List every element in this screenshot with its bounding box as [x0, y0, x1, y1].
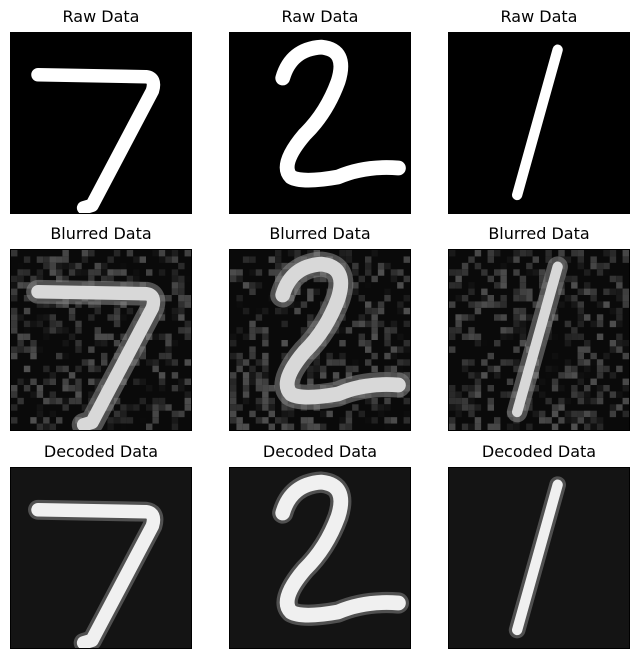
digit-stroke-1	[511, 479, 563, 636]
panel-raw-2: Raw Data	[229, 5, 411, 214]
digit-image-blurred-7	[10, 249, 192, 431]
panel-decoded-7: Decoded Data	[10, 440, 192, 649]
panel-blurred-2: Blurred Data	[229, 222, 411, 431]
digit-stroke-2	[275, 256, 406, 405]
panel-raw-7: Raw Data	[10, 5, 192, 214]
digit-stroke-2	[275, 474, 406, 623]
panel-title: Raw Data	[62, 7, 140, 26]
panel-blurred-1: Blurred Data	[448, 222, 630, 431]
digit-image-decoded-7	[10, 467, 192, 649]
digit-image-blurred-1	[448, 249, 630, 431]
panel-title: Raw Data	[500, 7, 578, 26]
digit-image-raw-7	[10, 32, 192, 214]
panel-title: Blurred Data	[50, 224, 152, 243]
digit-image-raw-2	[229, 32, 411, 214]
panel-title: Blurred Data	[269, 224, 371, 243]
panel-title: Decoded Data	[262, 442, 378, 461]
panel-decoded-1: Decoded Data	[448, 440, 630, 649]
digit-stroke-1	[511, 261, 563, 418]
digit-stroke-1	[511, 44, 563, 201]
panel-title: Decoded Data	[481, 442, 597, 461]
digit-image-decoded-1	[448, 467, 630, 649]
panel-title: Raw Data	[281, 7, 359, 26]
panel-raw-1: Raw Data	[448, 5, 630, 214]
panel-title: Decoded Data	[43, 442, 159, 461]
digit-stroke-2	[275, 39, 406, 188]
panel-blurred-7: Blurred Data	[10, 222, 192, 431]
digit-image-raw-1	[448, 32, 630, 214]
digit-image-decoded-2	[229, 467, 411, 649]
panel-title: Blurred Data	[488, 224, 590, 243]
digit-stroke-7	[31, 503, 161, 648]
panel-decoded-2: Decoded Data	[229, 440, 411, 649]
digit-image-blurred-2	[229, 249, 411, 431]
digit-stroke-7	[31, 68, 161, 213]
digit-stroke-7	[31, 285, 161, 430]
